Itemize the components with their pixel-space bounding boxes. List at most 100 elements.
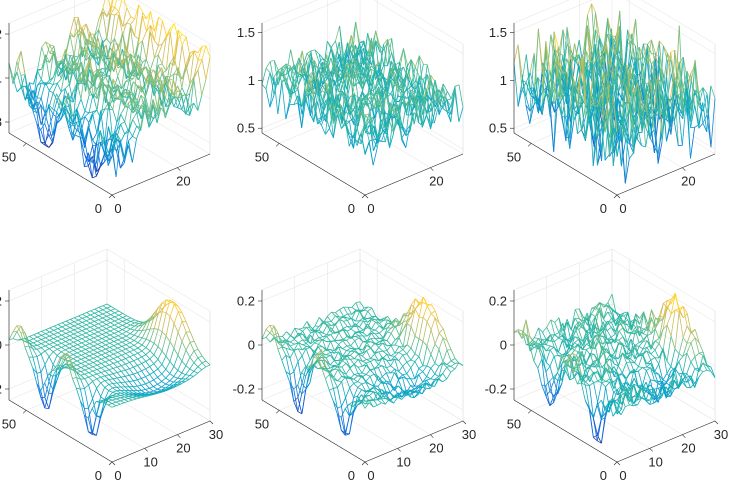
mesh-segment — [94, 307, 99, 310]
mesh-segment — [70, 317, 75, 320]
mesh-segment — [77, 342, 82, 345]
mesh-segment — [401, 130, 407, 139]
mesh-segment — [149, 76, 154, 81]
mesh-segment — [77, 46, 83, 64]
mesh-segment — [81, 336, 87, 340]
mesh-segment — [406, 66, 412, 81]
mesh-segment — [116, 84, 122, 101]
mesh-segment — [92, 364, 98, 368]
mesh-segment — [397, 104, 403, 141]
mesh-segment — [106, 311, 111, 315]
mesh-segment — [111, 150, 117, 177]
mesh-segment — [106, 38, 111, 45]
mesh-segment — [78, 319, 83, 323]
mesh-segment — [94, 311, 99, 314]
mesh-segment — [185, 94, 190, 108]
mesh-segment — [120, 133, 125, 143]
mesh-segment — [628, 152, 634, 159]
mesh-segment — [325, 78, 331, 122]
mesh-segment — [289, 78, 295, 92]
mesh-segment — [102, 309, 108, 313]
mesh-segment — [12, 71, 18, 79]
mesh-segment — [417, 97, 423, 128]
mesh-segment — [136, 95, 142, 110]
mesh-segment — [298, 73, 303, 76]
mesh-segment — [90, 318, 95, 322]
mesh-segment — [53, 82, 58, 85]
mesh-segment — [130, 27, 135, 59]
mesh-segment — [265, 72, 271, 89]
grid-line — [513, 0, 570, 24]
mesh-segment — [306, 60, 311, 92]
mesh-segment — [61, 345, 66, 348]
mesh-segment — [80, 69, 86, 80]
mesh-segment — [49, 329, 54, 333]
mesh-segment — [375, 41, 381, 53]
mesh-segment — [102, 320, 107, 323]
mesh-segment — [77, 346, 82, 350]
mesh-segment — [399, 48, 404, 63]
mesh-segment — [81, 64, 86, 75]
mesh-segment — [189, 342, 195, 352]
mesh-segment — [96, 79, 102, 99]
mesh-segment — [269, 94, 275, 108]
mesh-segment — [426, 94, 432, 101]
mesh-segment — [185, 93, 191, 97]
mesh-segment — [126, 335, 131, 339]
mesh-segment — [32, 110, 38, 114]
mesh-segment — [366, 74, 371, 79]
mesh-segment — [125, 88, 130, 92]
mesh-segment — [125, 363, 130, 369]
mesh-segment — [80, 388, 85, 390]
mesh-segment — [357, 98, 363, 119]
mesh-segment — [690, 127, 695, 159]
mesh-segment — [177, 354, 183, 362]
mesh-segment — [130, 319, 135, 322]
mesh-segment — [88, 126, 93, 146]
mesh-segment — [305, 73, 311, 117]
mesh-segment — [86, 314, 91, 317]
mesh-segment — [16, 61, 22, 76]
mesh-segment — [12, 61, 18, 84]
mesh-segment — [346, 72, 351, 74]
mesh-segment — [44, 348, 50, 352]
mesh-segment — [108, 126, 113, 140]
mesh-segment — [88, 60, 94, 99]
mesh-segment — [125, 358, 130, 363]
x-tick-label: 20 — [176, 174, 190, 189]
mesh-segment — [182, 34, 187, 38]
mesh-segment — [49, 50, 54, 81]
mesh-segment — [49, 334, 54, 337]
mesh-segment — [189, 102, 195, 116]
mesh-segment — [68, 112, 74, 141]
mesh-segment — [112, 146, 117, 152]
mesh-segment — [446, 91, 452, 99]
mesh-segment — [181, 87, 187, 97]
grid-line — [8, 248, 108, 291]
mesh-segment — [365, 89, 371, 97]
mesh-segment — [93, 360, 98, 363]
mesh-segment — [337, 92, 343, 97]
mesh-segment — [72, 82, 78, 92]
mesh-segment — [356, 112, 362, 129]
mesh-segment — [369, 89, 375, 98]
mesh-segment — [113, 341, 119, 345]
mesh-segment — [364, 113, 370, 125]
mesh-segment — [145, 361, 151, 367]
mesh-segment — [350, 59, 355, 62]
mesh-segment — [92, 114, 98, 133]
mesh-segment — [322, 67, 328, 80]
mesh-segment — [125, 351, 130, 354]
mesh-segment — [193, 362, 199, 367]
mesh-segment — [77, 338, 82, 341]
mesh-segment — [341, 101, 347, 121]
mesh-segment — [105, 76, 110, 86]
mesh-segment — [110, 0, 114, 12]
mesh-segment — [133, 60, 138, 63]
mesh-segment — [86, 312, 91, 316]
mesh-segment — [121, 350, 126, 354]
mesh-segment — [48, 134, 54, 144]
mesh-segment — [369, 139, 374, 142]
mesh-segment — [41, 329, 46, 332]
